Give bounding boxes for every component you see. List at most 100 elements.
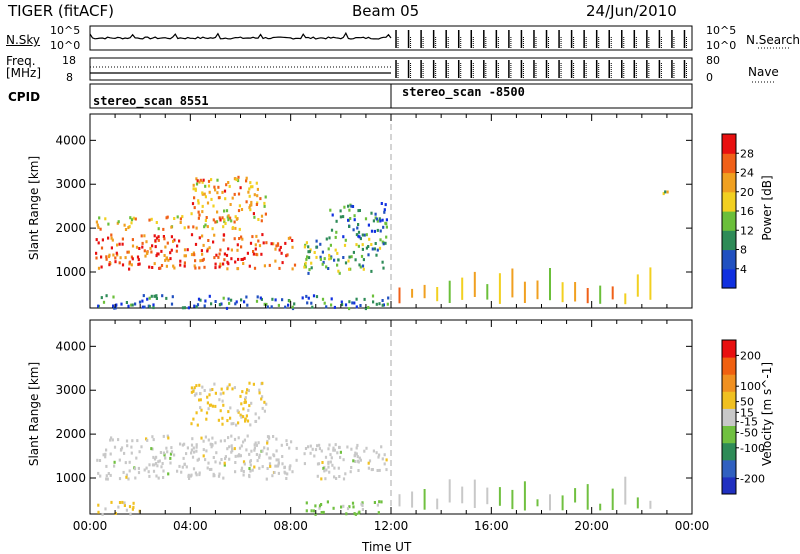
data-cell xyxy=(222,225,225,229)
freq-label: Freq. xyxy=(6,54,36,68)
data-cell xyxy=(124,256,127,260)
data-cell xyxy=(246,388,249,392)
data-cell xyxy=(307,296,310,300)
data-cell xyxy=(182,456,185,460)
data-cell xyxy=(223,258,226,262)
data-cell xyxy=(95,251,98,255)
data-streak xyxy=(636,497,639,509)
colorbar-tick-label: 24 xyxy=(740,167,754,180)
data-cell xyxy=(127,250,130,254)
x-tick-label: 00:00 xyxy=(675,519,710,533)
data-cell xyxy=(200,408,203,412)
data-cell xyxy=(335,477,338,480)
data-cell xyxy=(179,442,182,446)
data-cell xyxy=(344,472,347,476)
data-cell xyxy=(349,217,352,220)
data-cell xyxy=(253,443,256,447)
data-cell xyxy=(135,456,138,460)
data-cell xyxy=(348,255,351,259)
data-cell xyxy=(208,246,211,250)
data-cell xyxy=(100,255,103,259)
data-cell xyxy=(303,462,306,466)
data-cell xyxy=(236,454,240,458)
data-cell xyxy=(121,500,124,504)
data-cell xyxy=(249,423,252,427)
data-cell xyxy=(253,448,256,452)
data-cell xyxy=(96,458,99,462)
data-cell xyxy=(201,258,204,262)
data-cell xyxy=(131,439,134,443)
data-cell xyxy=(97,471,100,475)
data-cell xyxy=(141,241,144,245)
data-cell xyxy=(327,461,330,465)
data-cell xyxy=(233,192,236,196)
data-cell xyxy=(237,257,240,261)
data-cell xyxy=(215,253,218,257)
data-cell xyxy=(160,249,163,253)
data-cell xyxy=(110,436,113,440)
data-cell xyxy=(342,477,346,481)
data-cell xyxy=(208,294,211,298)
data-cell xyxy=(259,296,262,300)
data-cell xyxy=(335,219,338,223)
data-cell xyxy=(361,233,364,237)
data-cell xyxy=(185,452,188,456)
data-cell xyxy=(286,472,289,476)
data-cell xyxy=(115,251,118,255)
data-cell xyxy=(211,388,214,391)
y-tick-label: 2000 xyxy=(55,221,86,235)
colorbar-frame xyxy=(721,339,737,495)
data-cell xyxy=(203,389,206,392)
data-cell xyxy=(217,255,220,259)
data-cell xyxy=(164,258,167,262)
data-cell xyxy=(241,390,244,394)
data-cell xyxy=(254,441,257,445)
data-streak xyxy=(574,488,577,503)
data-cell xyxy=(308,256,311,260)
data-cell xyxy=(260,219,263,223)
data-cell xyxy=(354,512,357,516)
data-cell xyxy=(201,234,204,238)
data-cell xyxy=(155,474,158,478)
data-cell xyxy=(354,451,357,455)
data-cell xyxy=(329,208,332,212)
data-cell xyxy=(320,477,323,481)
colorbar-segment xyxy=(722,340,736,358)
data-cell xyxy=(337,269,340,273)
data-cell xyxy=(357,511,360,515)
data-cell xyxy=(237,421,240,425)
data-cell xyxy=(359,458,362,462)
data-streak xyxy=(436,287,439,302)
data-streak xyxy=(599,285,602,304)
data-cell xyxy=(234,226,237,230)
data-cell xyxy=(200,436,203,440)
data-cell xyxy=(201,180,204,184)
data-cell xyxy=(313,454,316,458)
data-cell xyxy=(263,409,266,413)
data-cell xyxy=(355,243,358,247)
colorbar-tick-label: 28 xyxy=(740,147,754,160)
data-cell xyxy=(204,458,207,462)
data-cell xyxy=(130,255,133,259)
data-cell xyxy=(376,219,379,223)
data-cell xyxy=(261,233,264,237)
data-cell xyxy=(195,473,198,477)
data-cell xyxy=(317,462,321,466)
data-cell xyxy=(332,448,335,452)
data-cell xyxy=(258,388,261,392)
data-cell xyxy=(191,437,194,441)
data-cell xyxy=(147,470,150,474)
data-cell xyxy=(258,466,261,470)
data-cell xyxy=(384,241,387,245)
data-cell xyxy=(343,205,346,209)
data-cell xyxy=(265,241,268,245)
data-cell xyxy=(310,509,313,513)
data-cell xyxy=(118,458,121,462)
data-cell xyxy=(255,443,258,447)
data-cell xyxy=(183,442,186,446)
colorbar-tick-label: -15 xyxy=(740,416,758,429)
data-cell xyxy=(162,469,165,473)
data-cell xyxy=(363,233,366,237)
data-cell xyxy=(381,260,384,264)
data-cell xyxy=(291,267,294,271)
